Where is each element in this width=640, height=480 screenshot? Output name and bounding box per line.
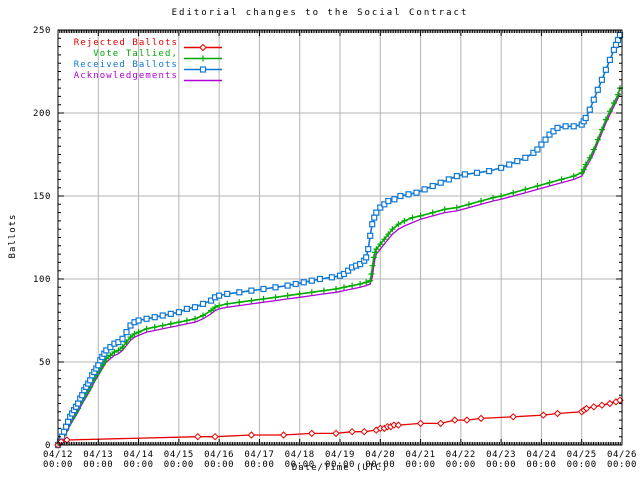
svg-text:04/17: 04/17 bbox=[244, 450, 274, 460]
axis-ticks bbox=[57, 29, 623, 446]
svg-text:04/21: 04/21 bbox=[406, 450, 436, 460]
series-line-received-ballots bbox=[57, 34, 621, 446]
svg-text:00:00: 00:00 bbox=[164, 460, 194, 470]
series-line-acknowledgements bbox=[57, 92, 621, 446]
svg-text:200: 200 bbox=[33, 109, 51, 119]
svg-text:04/25: 04/25 bbox=[567, 450, 597, 460]
svg-text:0: 0 bbox=[45, 441, 51, 451]
svg-text:04/18: 04/18 bbox=[285, 450, 315, 460]
series-line-rejected-ballots bbox=[57, 399, 621, 446]
svg-text:00:00: 00:00 bbox=[607, 460, 637, 470]
grid-lines bbox=[58, 30, 622, 445]
legend-label: Acknowledgements bbox=[73, 71, 178, 81]
chart-legend: Rejected Ballots Vote Tallied, Received … bbox=[61, 38, 223, 82]
legend-label: Rejected Ballots bbox=[73, 38, 178, 48]
series-acknowledgements bbox=[57, 92, 621, 446]
chart-title: Editorial changes to the Social Contract bbox=[171, 8, 469, 18]
legend-item-acknowledgements: Acknowledgements bbox=[61, 71, 223, 82]
series-vote-tallied bbox=[55, 85, 623, 448]
legend-label: Vote Tallied, bbox=[93, 49, 178, 59]
svg-text:00:00: 00:00 bbox=[365, 460, 395, 470]
svg-text:04/13: 04/13 bbox=[83, 450, 113, 460]
series-rejected-ballots bbox=[54, 396, 624, 449]
series-received-ballots bbox=[54, 31, 624, 449]
svg-text:00:00: 00:00 bbox=[43, 460, 73, 470]
legend-label: Received Ballots bbox=[73, 60, 178, 70]
legend-item-rejected-ballots: Rejected Ballots bbox=[61, 38, 223, 52]
svg-text:00:00: 00:00 bbox=[567, 460, 597, 470]
svg-text:50: 50 bbox=[39, 358, 51, 368]
legend-line-sample-diamond-icon bbox=[183, 38, 223, 52]
svg-text:00:00: 00:00 bbox=[406, 460, 436, 470]
x-axis-label: Date/Time (UTC) bbox=[291, 463, 389, 473]
svg-text:00:00: 00:00 bbox=[83, 460, 113, 470]
svg-text:00:00: 00:00 bbox=[204, 460, 234, 470]
svg-text:04/16: 04/16 bbox=[204, 450, 234, 460]
svg-text:04/15: 04/15 bbox=[164, 450, 194, 460]
svg-text:04/22: 04/22 bbox=[446, 450, 476, 460]
svg-text:04/23: 04/23 bbox=[486, 450, 516, 460]
svg-text:04/24: 04/24 bbox=[526, 450, 556, 460]
svg-text:00:00: 00:00 bbox=[325, 460, 355, 470]
svg-text:04/12: 04/12 bbox=[43, 450, 73, 460]
series-line-vote-tallied bbox=[57, 87, 621, 446]
svg-text:00:00: 00:00 bbox=[486, 460, 516, 470]
svg-text:04/26: 04/26 bbox=[607, 450, 637, 460]
x-tick-labels: 04/1200:0004/1300:0004/1400:0004/1500:00… bbox=[43, 450, 637, 470]
svg-text:00:00: 00:00 bbox=[124, 460, 154, 470]
svg-text:250: 250 bbox=[33, 26, 51, 36]
svg-text:04/20: 04/20 bbox=[365, 450, 395, 460]
svg-text:00:00: 00:00 bbox=[446, 460, 476, 470]
y-tick-labels: 0 50 100 150 200 250 bbox=[33, 26, 51, 451]
svg-text:150: 150 bbox=[33, 192, 51, 202]
svg-text:00:00: 00:00 bbox=[244, 460, 274, 470]
legend-item-vote-tallied: Vote Tallied, bbox=[61, 49, 223, 62]
svg-text:00:00: 00:00 bbox=[285, 460, 315, 470]
svg-text:04/19: 04/19 bbox=[325, 450, 355, 460]
svg-text:100: 100 bbox=[33, 275, 51, 285]
legend-line-sample-plus-icon bbox=[183, 49, 223, 62]
legend-line-sample-plain-icon bbox=[183, 71, 223, 82]
svg-text:00:00: 00:00 bbox=[526, 460, 556, 470]
legend-item-received-ballots: Received Ballots bbox=[61, 60, 223, 73]
legend-line-sample-square-icon bbox=[183, 60, 223, 73]
svg-text:04/14: 04/14 bbox=[124, 450, 154, 460]
